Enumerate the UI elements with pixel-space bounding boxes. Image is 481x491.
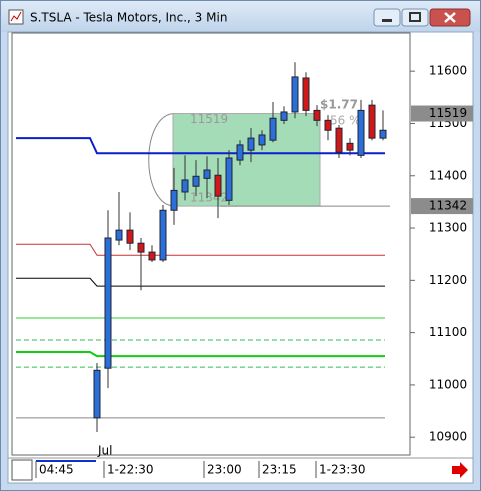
candle-body	[115, 229, 123, 241]
candle-body	[357, 109, 365, 156]
candle-body	[148, 251, 156, 261]
price-marker-box	[411, 105, 473, 122]
price-marker-label: 11342	[429, 199, 467, 213]
candle-body	[181, 179, 189, 193]
price-marker-box	[411, 198, 473, 215]
candle-body	[203, 169, 211, 179]
candle-body	[170, 189, 178, 211]
candle-body	[302, 77, 310, 111]
candle-body	[126, 229, 134, 244]
minimize-button[interactable]	[373, 8, 401, 27]
candle-body	[247, 137, 255, 151]
level-line	[16, 277, 385, 287]
y-tick-label: 10900	[429, 430, 467, 444]
x-tick-label: 23:00	[207, 463, 242, 477]
x-tick-label: 04:45	[39, 463, 74, 477]
maximize-button[interactable]	[401, 8, 429, 27]
selection-top-label: 11519	[190, 112, 228, 126]
candle-body	[225, 157, 233, 201]
candle-body	[379, 129, 387, 139]
y-tick-label: 11300	[429, 221, 467, 235]
level-line	[16, 243, 385, 256]
y-tick-label: 11400	[429, 168, 467, 182]
candle-body	[280, 111, 288, 121]
app-icon-line	[10, 11, 22, 22]
x-tick-label: 23:15	[262, 463, 297, 477]
corner-box[interactable]	[11, 459, 33, 481]
candle-body	[291, 76, 299, 113]
selection-change: $1.77	[320, 98, 358, 112]
candle-body	[137, 242, 145, 253]
maximize-icon	[409, 12, 421, 22]
window-title: S.TSLA - Tesla Motors, Inc., 3 Min	[30, 11, 227, 25]
close-icon	[444, 12, 456, 23]
candle-body	[236, 144, 244, 161]
candle-body	[269, 117, 277, 141]
y-tick-label: 11100	[429, 325, 467, 339]
candle-body	[324, 119, 332, 131]
selection-percent: 56 %	[330, 114, 361, 128]
minimize-icon	[382, 19, 392, 22]
month-label: Jul	[97, 444, 112, 458]
candle-body	[214, 174, 222, 197]
candle-body	[368, 104, 376, 139]
level-line	[16, 350, 385, 358]
scroll-arrow[interactable]	[452, 462, 468, 478]
candle-body	[93, 369, 101, 419]
candle-body	[159, 209, 167, 261]
selection-arc	[148, 113, 176, 207]
y-tick-label: 11200	[429, 273, 467, 287]
candle-body	[313, 109, 321, 121]
candle-body	[335, 127, 343, 153]
y-tick-label: 11000	[429, 377, 467, 391]
x-tick-label: 1-22:30	[107, 463, 154, 477]
price-marker-label: 11519	[429, 106, 467, 120]
candle-body	[192, 175, 200, 187]
candle-body	[346, 142, 354, 151]
selection-box	[172, 113, 321, 207]
app-icon	[8, 9, 24, 25]
x-tick-label: 1-23:30	[319, 463, 366, 477]
y-tick-label: 11600	[429, 64, 467, 78]
candle-body	[104, 237, 112, 369]
candle-body	[258, 134, 266, 146]
